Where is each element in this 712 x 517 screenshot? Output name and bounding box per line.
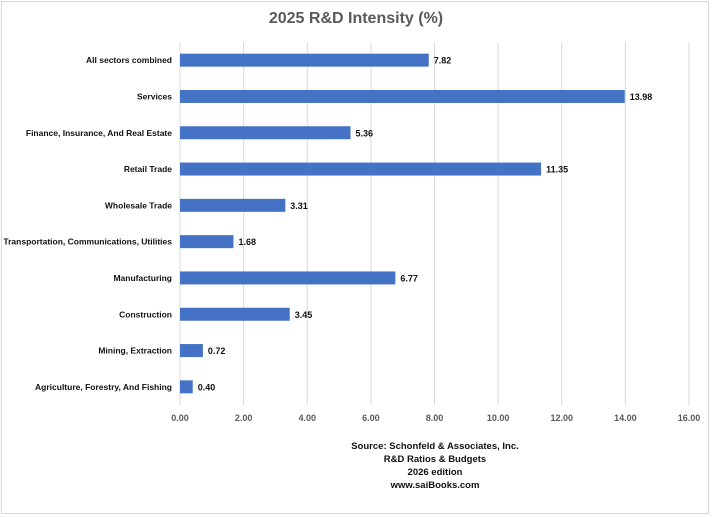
source-line: www.saiBooks.com [390, 480, 480, 491]
data-label: 0.72 [208, 346, 226, 356]
data-label: 13.98 [630, 92, 653, 102]
source-line: 2026 edition [407, 467, 463, 478]
category-label: Services [137, 91, 172, 101]
x-tick-label: 14.00 [614, 413, 637, 423]
x-tick-label: 6.00 [362, 413, 380, 423]
category-label: Finance, Insurance, And Real Estate [26, 128, 172, 138]
x-tick-label: 0.00 [171, 413, 189, 423]
bar [180, 53, 429, 67]
x-tick-label: 12.00 [550, 413, 573, 423]
data-label: 0.40 [198, 382, 216, 392]
bar [180, 271, 396, 285]
bar [180, 198, 286, 212]
bar [180, 89, 625, 103]
category-label: Transportation, Communications, Utilitie… [3, 237, 172, 247]
category-label: Mining, Extraction [98, 346, 172, 356]
x-tick-label: 4.00 [298, 413, 316, 423]
source-note: Source: Schonfeld & Associates, Inc. R&D… [285, 440, 585, 492]
data-label: 1.68 [238, 237, 256, 247]
x-tick-label: 10.00 [487, 413, 510, 423]
bar [180, 126, 351, 140]
data-label: 11.35 [546, 165, 568, 175]
data-label: 3.31 [290, 201, 308, 211]
data-label: 7.82 [434, 56, 452, 66]
bar [180, 235, 234, 249]
data-label: 6.77 [400, 273, 418, 283]
bar [180, 162, 542, 176]
category-label: Retail Trade [124, 164, 172, 174]
bar [180, 307, 290, 321]
category-label: Agriculture, Forestry, And Fishing [35, 382, 172, 392]
x-tick-label: 16.00 [678, 413, 701, 423]
data-label: 3.45 [295, 310, 313, 320]
category-label: All sectors combined [86, 55, 172, 65]
category-label: Manufacturing [113, 273, 172, 283]
bar [180, 344, 203, 358]
x-tick-label: 2.00 [235, 413, 253, 423]
category-label: Construction [119, 309, 172, 319]
chart-title: 2025 R&D Intensity (%) [268, 10, 444, 27]
bar [180, 380, 193, 394]
data-label: 5.36 [356, 128, 374, 138]
category-label: Wholesale Trade [105, 200, 172, 210]
x-tick-label: 8.00 [426, 413, 444, 423]
source-line: Source: Schonfeld & Associates, Inc. [351, 441, 519, 452]
source-line: R&D Ratios & Budgets [383, 454, 487, 465]
